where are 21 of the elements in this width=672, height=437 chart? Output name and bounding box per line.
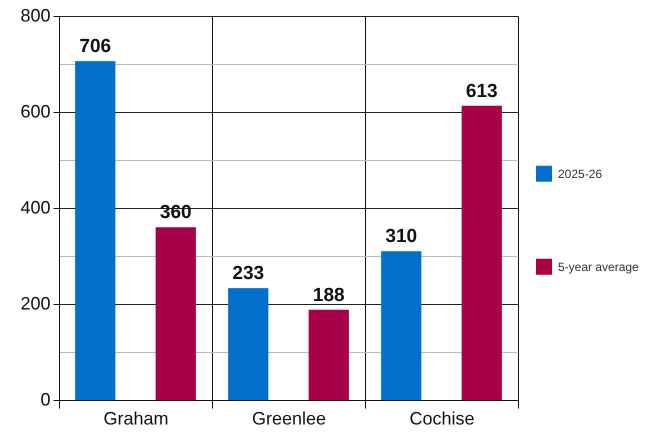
y-tick-label: 400 [20,198,50,218]
data-label: 706 [79,36,112,58]
y-tick-label: 0 [40,390,50,410]
data-label: 233 [232,263,264,284]
bar [228,288,268,400]
x-tick-label: Graham [103,408,169,428]
legend-label: 2025-26 [558,166,602,181]
x-tick-label: Cochise [409,408,475,428]
data-label: 310 [385,226,418,248]
y-tick-label: 800 [20,6,50,26]
bar [462,106,502,400]
data-label: 613 [466,80,498,102]
y-tick-label: 200 [20,294,50,314]
bar [75,61,116,400]
y-tick-label: 600 [20,102,50,122]
bar [308,310,349,400]
x-tick-label: Greenlee [252,408,326,428]
data-label: 188 [312,284,345,306]
legend-label: 5-year average [558,260,640,274]
bar [381,251,422,400]
bar [156,227,196,400]
